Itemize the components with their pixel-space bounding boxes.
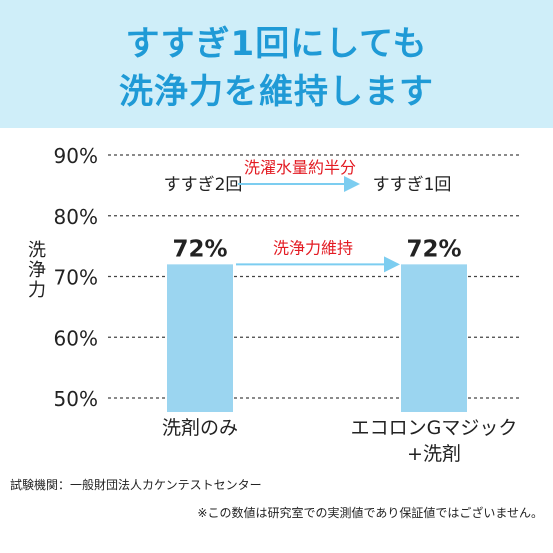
title-line-1: すすぎ1回にしても — [125, 24, 428, 64]
title-line-2: 洗浄力を維持します — [119, 72, 434, 112]
bar — [167, 264, 233, 412]
bar-value-label: 72% — [406, 236, 461, 262]
maintain-label: 洗浄力維持 — [273, 238, 353, 257]
header-banner: すすぎ1回にしても 洗浄力を維持します — [0, 0, 553, 128]
category-label: +洗剤 — [407, 443, 461, 465]
y-axis-label-char: 洗 — [28, 240, 46, 261]
y-axis-label-char: 力 — [28, 280, 46, 301]
water-half-label: 洗濯水量約半分 — [244, 158, 356, 177]
y-axis-label-char: 浄 — [28, 260, 46, 281]
category-label: 洗剤のみ — [162, 417, 238, 439]
disclaimer-text: ※この数値は研究室での実測値であり保証値ではございません。 — [197, 506, 543, 520]
y-tick-label: 50% — [54, 387, 98, 411]
rinse-twice-label: すすぎ2回 — [164, 175, 243, 195]
category-label: エコロンGマジック — [351, 417, 518, 439]
rinse-once-label: すすぎ1回 — [373, 175, 452, 195]
y-tick-label: 70% — [54, 266, 98, 290]
y-tick-label: 80% — [54, 205, 98, 229]
bar-value-label: 72% — [172, 236, 227, 262]
y-tick-label: 60% — [54, 326, 98, 350]
source-text: 試験機関：一般財団法人カケンテストセンター — [10, 478, 262, 492]
bar — [401, 264, 467, 412]
y-tick-label: 90% — [54, 144, 98, 168]
